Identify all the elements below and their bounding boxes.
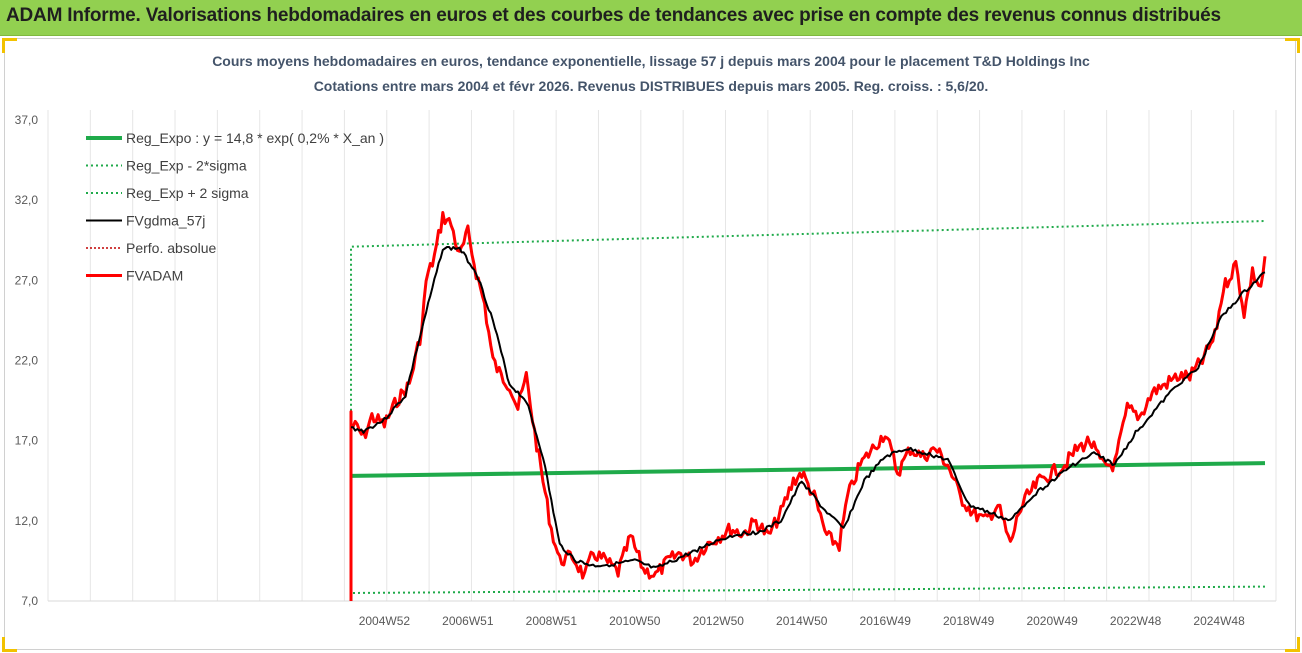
- x-tick-label: 2024W48: [1193, 614, 1245, 628]
- series-reg-plus-2sigma: [350, 220, 1266, 481]
- x-tick-label: 2004W52: [359, 614, 411, 628]
- x-tick-label: 2014W50: [776, 614, 828, 628]
- y-tick-label: 37,0: [15, 113, 39, 127]
- legend-label: FVADAM: [126, 268, 183, 284]
- y-tick-label: 12,0: [15, 514, 39, 528]
- y-tick-label: 22,0: [15, 354, 39, 368]
- legend-label: Perfo. absolue: [126, 240, 216, 256]
- x-tick-label: 2022W48: [1110, 614, 1162, 628]
- chart-frame: [4, 38, 1296, 650]
- x-tick-label: 2006W51: [442, 614, 494, 628]
- x-tick-label: 2008W51: [526, 614, 578, 628]
- x-tick-label: 2018W49: [943, 614, 995, 628]
- series-fvadam: [349, 211, 1267, 601]
- series-fvgdma-57j: [351, 246, 1266, 569]
- frame-corner-bottom-left: [2, 637, 17, 652]
- y-tick-label: 17,0: [15, 434, 39, 448]
- y-tick-label: 32,0: [15, 193, 39, 207]
- series-reg-minus-2sigma: [350, 585, 1266, 601]
- legend-label: Reg_Exp - 2*sigma: [126, 158, 247, 174]
- y-tick-label: 7,0: [21, 594, 38, 608]
- x-tick-label: 2012W50: [693, 614, 745, 628]
- legend-label: FVgdma_57j: [126, 213, 205, 229]
- legend-label: Reg_Expo : y = 14,8 * exp( 0,2% * X_an ): [126, 130, 384, 146]
- chart-title-line2: Cotations entre mars 2004 et févr 2026. …: [313, 78, 989, 94]
- chart-title-line1: Cours moyens hebdomadaires en euros, ten…: [212, 53, 1090, 69]
- x-tick-label: 2016W49: [860, 614, 912, 628]
- x-tick-label: 2020W49: [1026, 614, 1078, 628]
- frame-corner-top-right: [1285, 38, 1300, 53]
- legend-label: Reg_Exp + 2 sigma: [126, 185, 249, 201]
- report-banner: ADAM Informe. Valorisations hebdomadaire…: [0, 0, 1302, 36]
- y-tick-label: 27,0: [15, 273, 39, 287]
- frame-corner-top-left: [2, 38, 17, 53]
- banner-title: ADAM Informe. Valorisations hebdomadaire…: [6, 5, 1221, 26]
- series-reg-expo: [350, 461, 1266, 478]
- x-tick-label: 2010W50: [609, 614, 661, 628]
- frame-corner-bottom-right: [1285, 637, 1300, 652]
